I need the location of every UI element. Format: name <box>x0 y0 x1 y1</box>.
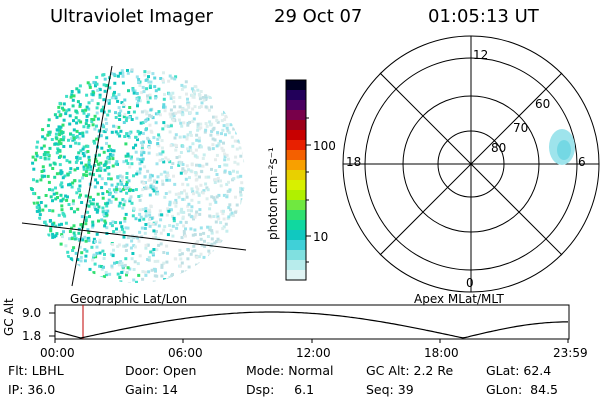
colorbar-swatch <box>286 120 306 131</box>
instrument-title: Ultraviolet Imager <box>50 6 213 27</box>
mlat-label-80: 80 <box>491 141 507 155</box>
ip-info: IP: 36.0 <box>8 382 56 397</box>
mode-info: Mode: Normal <box>246 363 334 378</box>
colorbar-swatch <box>286 140 306 151</box>
mlat-label-70: 70 <box>513 121 529 135</box>
glon-info: GLon: 84.5 <box>486 382 558 397</box>
geographic-label: Geographic Lat/Lon <box>70 292 188 306</box>
orbit-x-tick-1800: 18:00 <box>424 346 459 360</box>
filter-info: Flt: LBHL <box>8 363 64 378</box>
door-info: Door: Open <box>125 363 197 378</box>
colorbar-swatch <box>286 100 306 111</box>
colorbar-swatch <box>286 250 306 261</box>
date-label: 29 Oct 07 <box>274 6 363 27</box>
gc-alt-info: GC Alt: 2.2 Re <box>366 363 454 378</box>
colorbar-swatch <box>286 240 306 251</box>
colorbar-swatch <box>286 150 306 161</box>
colorbar-swatch <box>286 90 306 101</box>
colorbar-swatch <box>286 220 306 231</box>
mlat-label-60: 60 <box>535 97 551 111</box>
orbit-x-tick-1200: 12:00 <box>296 346 331 360</box>
orbit-x-tick-0600: 06:00 <box>168 346 203 360</box>
orbit-x-tick-2359: 23:59 <box>553 346 588 360</box>
colorbar-swatch <box>286 130 306 141</box>
colorbar-swatch <box>286 270 306 281</box>
glat-info: GLat: 62.4 <box>486 363 552 378</box>
orbit-y-tick-min: 1.8 <box>22 329 42 343</box>
colorbar-swatch <box>286 230 306 241</box>
colorbar-swatch <box>286 80 306 91</box>
colorbar-swatch <box>286 160 306 171</box>
altitude-curve <box>54 311 568 339</box>
colorbar-swatch <box>286 170 306 181</box>
polar-aurora-patch <box>549 129 575 165</box>
uv-emission-map <box>29 68 245 283</box>
mlt-label-12: 12 <box>473 48 489 62</box>
apex-label: Apex MLat/MLT <box>414 292 504 306</box>
mlt-label-0: 0 <box>466 276 474 290</box>
colorbar-swatch <box>286 200 306 211</box>
colorbar-swatch <box>286 260 306 271</box>
colorbar-tick-100: 100 <box>313 139 336 153</box>
orbit-x-tick-0000: 00:00 <box>40 346 75 360</box>
geographic-grid-lines <box>21 65 247 287</box>
orbit-y-label: GC Alt <box>2 298 16 336</box>
time-label: 01:05:13 UT <box>428 6 539 27</box>
orbit-y-tick-max: 9.0 <box>22 306 42 320</box>
gain-info: Gain: 14 <box>125 382 178 397</box>
seq-info: Seq: 39 <box>366 382 414 397</box>
dsp-info: Dsp: 6.1 <box>246 382 315 397</box>
colorbar-swatch <box>286 180 306 191</box>
colorbar-swatch <box>286 110 306 121</box>
mlt-label-18: 18 <box>346 155 362 169</box>
mlt-label-6: 6 <box>578 155 586 169</box>
colorbar-swatch <box>286 210 306 221</box>
colorbar-swatch <box>286 190 306 201</box>
colorbar-tick-10: 10 <box>313 230 329 244</box>
